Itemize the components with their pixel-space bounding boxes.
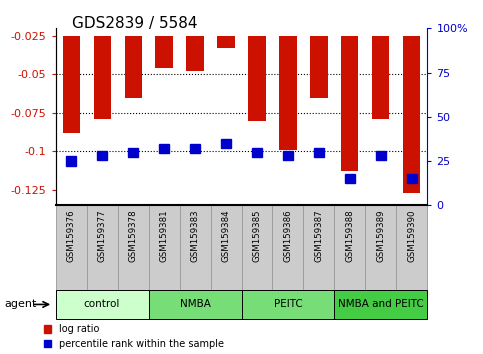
Bar <box>341 36 358 171</box>
Text: GDS2839 / 5584: GDS2839 / 5584 <box>72 16 198 31</box>
Bar <box>314 148 324 157</box>
Bar <box>403 36 421 193</box>
Text: GSM159381: GSM159381 <box>159 210 169 262</box>
Text: NMBA and PEITC: NMBA and PEITC <box>338 299 424 309</box>
Text: PEITC: PEITC <box>273 299 302 309</box>
Bar <box>94 36 111 119</box>
Bar <box>62 36 80 133</box>
Text: GSM159384: GSM159384 <box>222 210 230 262</box>
Text: GSM159389: GSM159389 <box>376 210 385 262</box>
Text: agent: agent <box>5 299 37 309</box>
Bar <box>66 156 76 166</box>
Bar <box>159 144 169 153</box>
Bar <box>280 36 297 150</box>
Text: GSM159388: GSM159388 <box>345 210 355 262</box>
Text: GSM159390: GSM159390 <box>408 210 416 262</box>
Bar <box>217 36 235 48</box>
Bar <box>372 36 389 119</box>
Bar <box>221 139 231 148</box>
Text: GSM159386: GSM159386 <box>284 210 293 262</box>
Bar <box>128 148 138 157</box>
Text: GSM159385: GSM159385 <box>253 210 261 262</box>
Bar <box>190 144 199 153</box>
Bar <box>311 36 327 98</box>
Bar <box>252 148 262 157</box>
Text: NMBA: NMBA <box>180 299 211 309</box>
Bar <box>345 174 355 183</box>
Text: GSM159387: GSM159387 <box>314 210 324 262</box>
Bar <box>186 36 203 72</box>
Bar <box>248 36 266 121</box>
Text: GSM159383: GSM159383 <box>190 210 199 262</box>
Bar <box>284 151 293 160</box>
Bar <box>376 151 385 160</box>
Text: GSM159376: GSM159376 <box>67 210 75 262</box>
Bar <box>407 174 417 183</box>
Bar <box>98 151 107 160</box>
Legend: log ratio, percentile rank within the sample: log ratio, percentile rank within the sa… <box>43 324 224 349</box>
Text: GSM159378: GSM159378 <box>128 210 138 262</box>
Text: GSM159377: GSM159377 <box>98 210 107 262</box>
Bar <box>125 36 142 98</box>
Text: control: control <box>84 299 120 309</box>
Bar <box>156 36 172 68</box>
